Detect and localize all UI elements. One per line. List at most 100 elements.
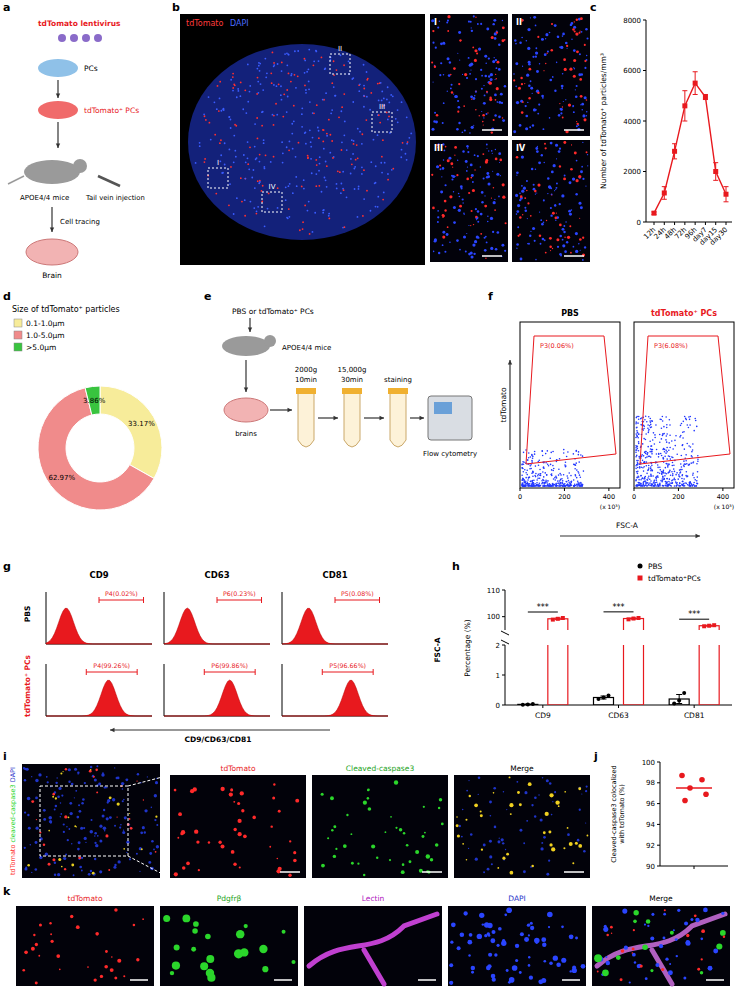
texture-dot [301, 185, 303, 187]
texture-dot [528, 97, 530, 99]
texture-dot [296, 185, 298, 187]
texture-dot [462, 131, 464, 133]
texture-dot [689, 485, 691, 487]
texture-dot [432, 42, 434, 44]
texture-dot [363, 85, 365, 87]
texture-dot [542, 471, 544, 473]
label: PBS or tdTomato⁺ PCs [232, 307, 314, 316]
brain-icon [26, 239, 78, 265]
texture-dot [655, 424, 657, 426]
texture-dot [286, 52, 288, 54]
texture-dot [359, 83, 361, 85]
texture-dot [374, 182, 376, 184]
texture-dot [548, 485, 550, 487]
texture-dot [471, 126, 474, 129]
label: tdTomato [186, 19, 223, 28]
texture-dot [654, 485, 656, 487]
texture-dot [693, 484, 695, 486]
data-point [662, 190, 667, 195]
texture-dot [563, 474, 565, 476]
texture-dot [690, 483, 692, 485]
texture-dot [565, 99, 566, 100]
texture-dot [265, 76, 267, 78]
texture-dot [441, 176, 442, 177]
texture-dot [549, 457, 551, 459]
texture-dot [649, 479, 651, 481]
texture-dot [563, 231, 565, 233]
texture-dot [577, 484, 579, 486]
x-tick [695, 222, 696, 225]
texture-dot [643, 425, 645, 427]
texture-dot [532, 456, 534, 458]
texture-dot [263, 142, 265, 144]
texture-dot [580, 17, 583, 20]
texture-dot [666, 478, 668, 480]
texture-dot [463, 212, 465, 214]
texture-dot [580, 485, 582, 487]
texture-dot [555, 189, 556, 190]
texture-dot [529, 485, 531, 487]
texture-dot [521, 474, 523, 476]
texture-dot [527, 202, 529, 204]
texture-dot [568, 480, 570, 482]
texture-dot [664, 451, 666, 453]
texture-dot [462, 74, 463, 75]
texture-dot [488, 150, 489, 151]
texture-dot [519, 124, 522, 127]
texture-dot [657, 467, 659, 469]
texture-dot [532, 485, 534, 487]
texture-dot [284, 53, 286, 55]
texture-dot [471, 174, 474, 177]
texture-dot [696, 426, 698, 428]
texture-dot [643, 470, 645, 472]
texture-dot [581, 73, 583, 75]
texture-dot [562, 35, 564, 37]
texture-dot [325, 92, 327, 94]
texture-dot [494, 114, 496, 116]
label: Brain [42, 271, 62, 280]
texture-dot [564, 236, 565, 237]
texture-dot [482, 153, 484, 155]
texture-dot [538, 104, 540, 106]
texture-dot [502, 39, 505, 42]
texture-dot [549, 186, 552, 189]
texture-dot [665, 439, 667, 441]
texture-dot [570, 252, 572, 254]
texture-dot [567, 483, 569, 485]
texture-dot [440, 191, 443, 194]
texture-dot [351, 139, 353, 141]
texture-dot [656, 479, 658, 481]
texture-dot [493, 201, 496, 204]
texture-dot [232, 76, 234, 78]
syringe [98, 176, 120, 186]
texture-dot [484, 205, 487, 208]
texture-dot [566, 48, 567, 49]
texture-dot [486, 28, 489, 31]
texture-dot [348, 60, 350, 62]
texture-dot [661, 473, 663, 475]
texture-dot [529, 126, 531, 128]
texture-dot [442, 231, 445, 234]
texture-dot [686, 424, 688, 426]
texture-dot [370, 92, 372, 94]
texture-dot [670, 485, 672, 487]
texture-dot [541, 38, 544, 41]
legend-swatch [14, 331, 22, 339]
texture-dot [565, 461, 567, 463]
texture-dot [445, 146, 447, 148]
error-cap [672, 158, 677, 159]
texture-dot [584, 96, 587, 99]
texture-dot [488, 57, 490, 59]
texture-dot [391, 169, 393, 171]
texture-dot [580, 250, 581, 251]
texture-dot [522, 485, 524, 487]
texture-dot [276, 114, 278, 116]
texture-dot [290, 75, 292, 77]
texture-dot [442, 215, 445, 218]
texture-dot [529, 465, 531, 467]
texture-dot [667, 472, 669, 474]
texture-dot [453, 221, 456, 224]
texture-dot [310, 141, 312, 143]
texture-dot [670, 475, 672, 477]
texture-dot [539, 485, 541, 487]
